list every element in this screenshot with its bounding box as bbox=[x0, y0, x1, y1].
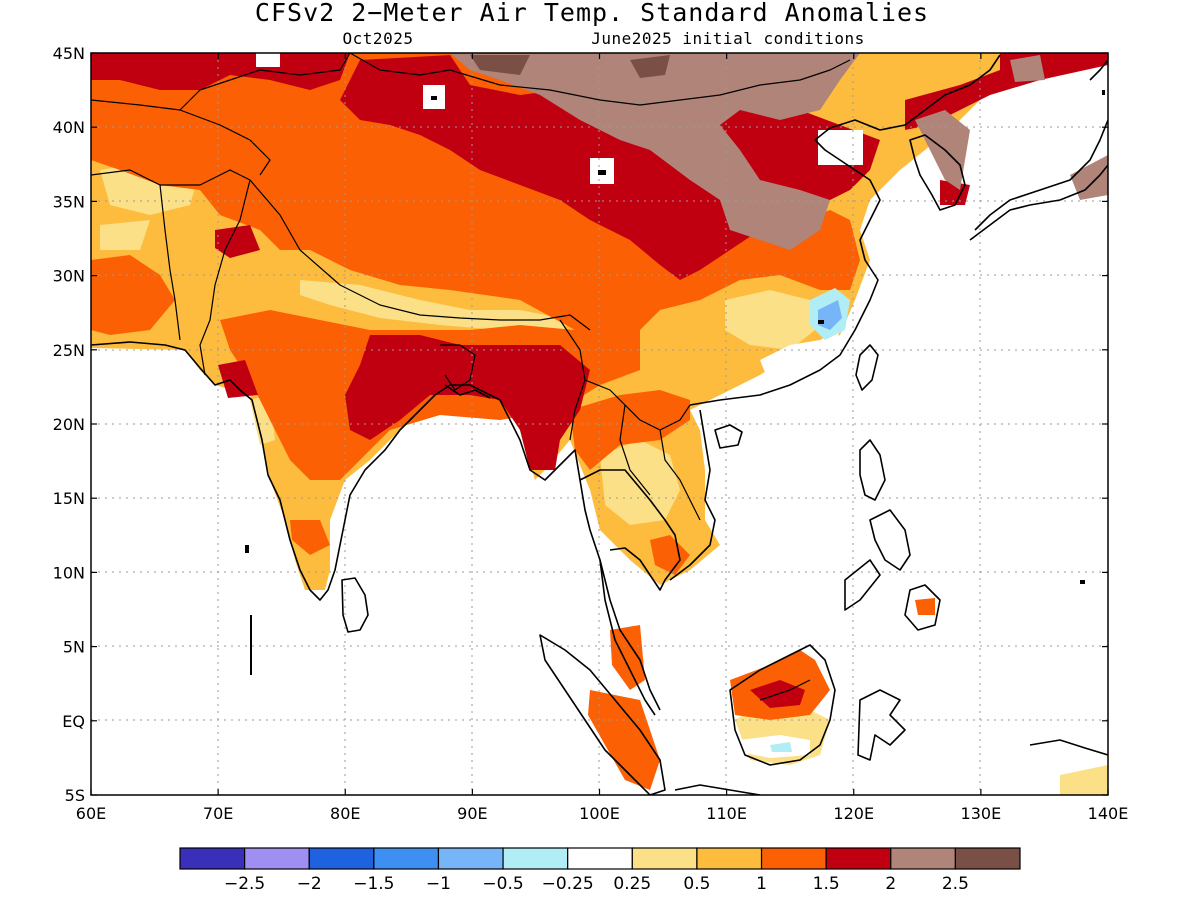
colorbar-label: −0.25 bbox=[542, 874, 594, 894]
anomaly-region-2.5-plus bbox=[915, 110, 970, 190]
lon-label: 140E bbox=[1088, 804, 1129, 823]
colorbar-swatch bbox=[954, 847, 1021, 870]
anomaly-region-1.5-to-2 bbox=[588, 690, 660, 790]
lat-label: 10N bbox=[53, 563, 85, 582]
anomaly-region-near-zero bbox=[818, 130, 863, 165]
longitude-axis: 60E 70E 80E 90E 100E 110E 120E 130E 140E bbox=[76, 53, 1129, 823]
map-title: CFSv2 2−Meter Air Temp. Standard Anomali… bbox=[255, 0, 929, 27]
lat-label: 20N bbox=[53, 415, 85, 434]
colorbar-swatch bbox=[373, 847, 440, 870]
anomaly-region-2.5-plus bbox=[1010, 55, 1045, 82]
lon-label: 120E bbox=[833, 804, 874, 823]
colorbar-label: 2.5 bbox=[942, 874, 969, 894]
lon-label: 60E bbox=[76, 804, 106, 823]
anomaly-shading bbox=[91, 53, 1108, 795]
colorbar-swatch bbox=[631, 847, 698, 870]
anomaly-region-1.5-to-2 bbox=[650, 535, 690, 575]
anomaly-region-2-to-2.5 bbox=[940, 180, 970, 205]
lat-label: 35N bbox=[53, 192, 85, 211]
anomaly-region-1.5-to-2 bbox=[610, 625, 645, 690]
lon-label: 70E bbox=[203, 804, 233, 823]
map-gridlines bbox=[91, 53, 1108, 795]
colorbar-swatch bbox=[179, 847, 246, 870]
colorbar-swatch bbox=[244, 847, 310, 870]
lat-label: 15N bbox=[53, 489, 85, 508]
anomaly-region-1.5-to-2 bbox=[91, 53, 860, 385]
colorbar-label: −2.5 bbox=[224, 874, 265, 894]
colorbar-label: −1 bbox=[426, 874, 451, 894]
lon-label: 130E bbox=[961, 804, 1002, 823]
anomaly-region-above-2.5 bbox=[470, 55, 530, 75]
anomaly-region-1.5-to-2 bbox=[915, 598, 935, 615]
anomaly-region-2-to-2.5 bbox=[215, 225, 260, 258]
anomaly-region-2.5-plus bbox=[1070, 155, 1108, 200]
colorbar-swatch bbox=[567, 847, 633, 870]
lon-label: 80E bbox=[330, 804, 360, 823]
anomaly-region-2-to-2.5 bbox=[91, 53, 350, 90]
colorbar-swatch bbox=[308, 847, 375, 870]
forecast-month: Oct2025 bbox=[343, 29, 414, 48]
colorbar-swatch bbox=[825, 847, 892, 870]
lat-label: EQ bbox=[62, 712, 85, 731]
colorbar-swatch bbox=[760, 847, 827, 870]
colorbar-label: −2 bbox=[297, 874, 322, 894]
lat-label: 45N bbox=[53, 44, 85, 63]
lon-label: 90E bbox=[457, 804, 487, 823]
colorbar-label: 0.5 bbox=[683, 874, 710, 894]
colorbar-label: 0.25 bbox=[613, 874, 651, 894]
colorbar-label: 1 bbox=[756, 874, 767, 894]
colorbar-label: 2 bbox=[885, 874, 896, 894]
anomaly-region-0.5-to-1 bbox=[300, 280, 570, 335]
colorbar-swatch bbox=[890, 847, 956, 870]
minor-features bbox=[245, 90, 1105, 675]
anomaly-region-2-to-2.5 bbox=[905, 53, 1108, 130]
anomaly-region-near-zero bbox=[256, 53, 280, 67]
lat-label: 40N bbox=[53, 118, 85, 137]
colorbar-swatch bbox=[502, 847, 569, 870]
anomaly-region-0.5-to-1 bbox=[1060, 765, 1108, 795]
colorbar-swatch bbox=[696, 847, 763, 870]
lat-label: 30N bbox=[53, 267, 85, 286]
anomaly-region-2-to-2.5 bbox=[345, 335, 590, 470]
anomaly-region-1.5-to-2 bbox=[290, 520, 330, 555]
initial-conditions-label: June2025 initial conditions bbox=[591, 29, 865, 48]
anomaly-region-2-to-2.5 bbox=[218, 360, 258, 398]
anomaly-region-1.5-to-2 bbox=[570, 390, 690, 470]
anomaly-region-near-zero bbox=[760, 330, 840, 385]
anomaly-region-0.5-to-1 bbox=[100, 220, 150, 250]
lat-label: 25N bbox=[53, 341, 85, 360]
colorbar-label: −1.5 bbox=[353, 874, 394, 894]
lat-label: 5N bbox=[63, 638, 85, 657]
country-borders bbox=[91, 53, 851, 701]
anomaly-region-above-2.5 bbox=[630, 55, 670, 78]
lat-label: 5S bbox=[65, 786, 85, 805]
anomaly-region-0.5-to-1 bbox=[725, 290, 815, 350]
lon-label: 100E bbox=[579, 804, 620, 823]
colorbar-swatch bbox=[437, 847, 504, 870]
coastlines bbox=[91, 54, 1108, 795]
lon-label: 110E bbox=[706, 804, 747, 823]
colorbar-label: 1.5 bbox=[813, 874, 840, 894]
anomaly-region-negative bbox=[770, 742, 792, 752]
colorbar-label: −0.5 bbox=[482, 874, 523, 894]
colorbar: −2.5 −2 −1.5 −1 −0.5 −0.25 0.25 0.5 1 1.5 2 2.5 bbox=[179, 847, 1021, 894]
latitude-axis: 45N 40N 35N 30N 25N 20N 15N 10N 5N EQ 5S bbox=[53, 44, 1108, 805]
